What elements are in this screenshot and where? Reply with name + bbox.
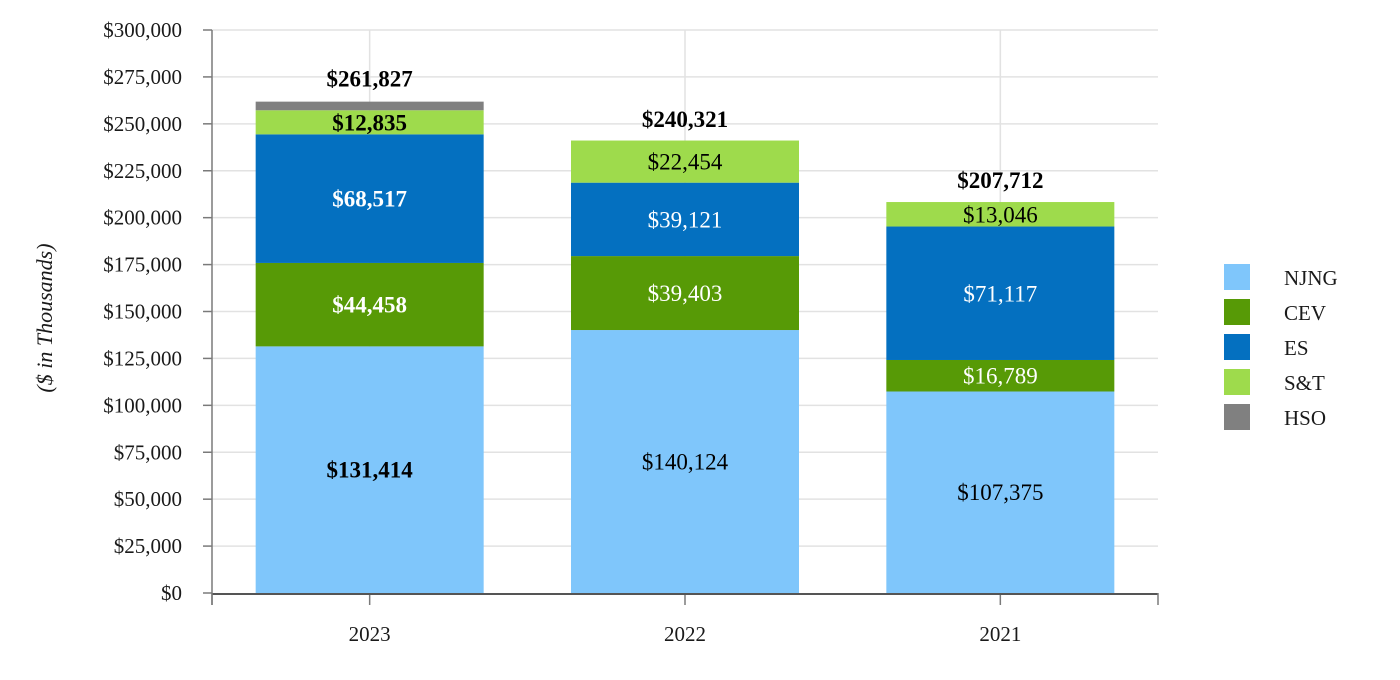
legend-label: CEV (1284, 301, 1326, 325)
bar-segment-es-2022 (571, 182, 799, 257)
bar-segment-cev-2021 (886, 359, 1115, 392)
y-tick-label: $250,000 (103, 112, 182, 136)
y-tick-label: $300,000 (103, 18, 182, 42)
legend-swatch-es (1224, 334, 1250, 360)
bar-segment-es-2021 (886, 226, 1115, 360)
y-tick-label: $0 (161, 581, 182, 605)
y-tick-label: $225,000 (103, 159, 182, 183)
x-tick-label: 2021 (979, 622, 1021, 646)
legend-label: S&T (1284, 371, 1325, 395)
y-tick-label: $100,000 (103, 393, 182, 417)
total-label: $207,712 (957, 168, 1043, 193)
segment-label: $39,121 (648, 207, 723, 232)
segment-label: $68,517 (332, 187, 407, 212)
segment-label: $140,124 (642, 450, 729, 475)
segment-label: $71,117 (963, 281, 1037, 306)
total-label: $261,827 (327, 67, 413, 92)
y-axis-title: ($ in Thousands) (32, 243, 57, 392)
data-labels: $131,414 $44,458 $68,517 $12,835 $261,827 $14… (327, 67, 1044, 506)
y-tick-label: $125,000 (103, 346, 182, 370)
bar-segment-njng-2021 (886, 391, 1115, 593)
segment-label: $44,458 (332, 293, 407, 318)
legend-label: NJNG (1284, 266, 1338, 290)
bar-segment-cev-2022 (571, 256, 799, 331)
legend-swatch-njng (1224, 264, 1250, 290)
bar-segment-njng-2022 (571, 330, 799, 593)
x-tick-label: 2022 (664, 622, 706, 646)
bar-segment-cev-2023 (255, 262, 484, 347)
bar-segment-es-2023 (255, 134, 484, 263)
legend-swatch-cev (1224, 299, 1250, 325)
y-tick-label: $50,000 (114, 487, 182, 511)
segment-label: $13,046 (963, 202, 1038, 227)
bar-segment-st-2023 (255, 110, 484, 135)
segment-label: $12,835 (332, 110, 407, 135)
segment-label: $16,789 (963, 364, 1038, 389)
bar-segment-hso-2023 (255, 101, 484, 111)
segment-label: $107,375 (957, 480, 1043, 505)
y-tick-label: $200,000 (103, 206, 182, 230)
total-label: $240,321 (642, 107, 728, 132)
segment-label: $39,403 (648, 281, 723, 306)
legend-label: ES (1284, 336, 1309, 360)
bar-segments (255, 101, 1115, 593)
bar-segment-njng-2023 (255, 346, 484, 593)
legend: NJNG CEV ES S&T HSO (1224, 264, 1338, 430)
y-tick-label: $25,000 (114, 534, 182, 558)
segment-label: $22,454 (648, 150, 723, 175)
legend-swatch-st (1224, 369, 1250, 395)
y-tick-label: $275,000 (103, 65, 182, 89)
y-tick-label: $75,000 (114, 440, 182, 464)
legend-label: HSO (1284, 406, 1326, 430)
axes: $0 $25,000 $50,000 $75,000 $100,000 $125,000 $… (103, 18, 1159, 646)
y-tick-label: $175,000 (103, 253, 182, 277)
bar-segment-st-2021 (886, 202, 1115, 227)
legend-swatch-hso (1224, 404, 1250, 430)
bar-segment-st-2022 (571, 140, 799, 183)
segment-label: $131,414 (327, 458, 414, 483)
y-tick-label: $150,000 (103, 300, 182, 324)
x-tick-label: 2023 (349, 622, 391, 646)
